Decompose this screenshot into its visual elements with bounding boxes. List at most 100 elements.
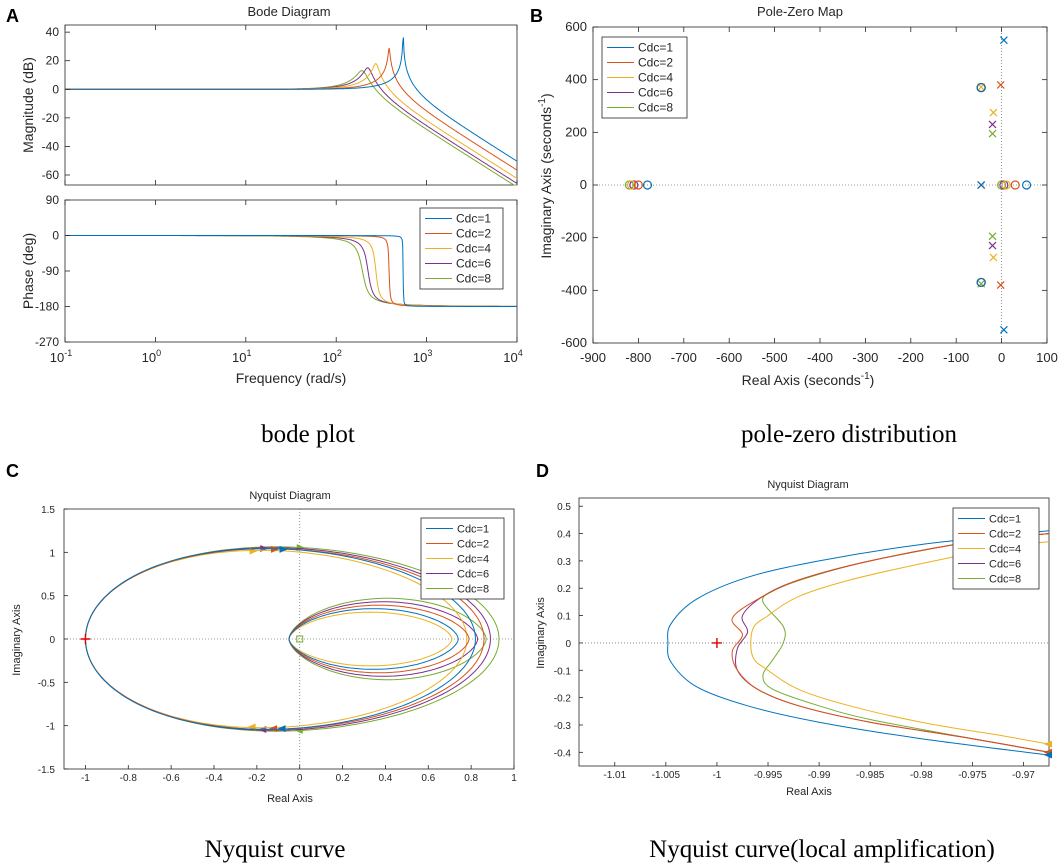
nyquist-x-tick-label: -0.6 [163, 773, 181, 784]
nyquist-y-tick-label: -0.5 [38, 678, 56, 689]
pzmap-legend-label: Cdc=8 [638, 101, 673, 115]
nyquist-zoom-x-tick-label: -0.995 [754, 770, 783, 781]
nyquist-arrow-lower [269, 725, 277, 733]
bode-x-tick-label: 100 [142, 348, 161, 365]
nyquist-y-tick-label: 1 [49, 548, 55, 559]
nyquist-zoom-line [731, 533, 1050, 753]
caption-nyquist-zoom: Nyquist curve(local amplification) [649, 836, 995, 863]
pzmap-x-tick-label: -500 [762, 350, 788, 365]
pzmap-x-tick-label: 100 [1036, 350, 1058, 365]
nyquist-x-tick-label: -0.8 [120, 773, 138, 784]
pzmap-legend-label: Cdc=6 [638, 86, 673, 100]
nyquist-xlabel: Real Axis [267, 793, 313, 805]
nyquist-zoom-xlabel: Real Axis [786, 786, 832, 798]
pzmap-x-tick-label: -700 [671, 350, 697, 365]
nyquist-y-tick-label: 0 [49, 635, 55, 646]
nyquist-x-tick-label: 0.8 [464, 773, 478, 784]
pzmap-pole-marker [988, 120, 997, 129]
nyquist-legend-label: Cdc=8 [457, 583, 489, 595]
pzmap-x-tick-label: -400 [807, 350, 833, 365]
bode-x-tick-label: 103 [413, 348, 432, 365]
bode-mag-y-tick-label: -40 [42, 139, 60, 153]
caption-nyquist: Nyquist curve [205, 836, 346, 863]
pzmap-x-tick-label: -100 [943, 350, 969, 365]
panel-b-pole-zero: B Pole-Zero Map -900 -800 -700 -600 -500 -400… [530, 4, 1058, 448]
nyquist-legend-label: Cdc=1 [457, 523, 489, 535]
bode-phase-y-tick-label: 90 [46, 193, 60, 207]
pzmap-y-tick-label: -200 [561, 230, 587, 245]
pzmap-legend-label: Cdc=4 [638, 71, 673, 85]
pzmap-y-tick-label: -400 [561, 282, 587, 297]
nyquist-zoom-x-tick-label: -1.01 [603, 770, 626, 781]
pzmap-x-tick-label: -200 [898, 350, 924, 365]
bode-xlabel: Frequency (rad/s) [236, 370, 346, 386]
pzmap-pole-marker [977, 181, 986, 189]
nyquist-critical-point-marker [80, 634, 91, 644]
pzmap-pole-marker [999, 36, 1008, 45]
nyquist-zoom-y-tick-label: 0.2 [557, 584, 571, 595]
nyquist-arrow-lower [277, 725, 286, 733]
pzmap-pole-marker [988, 232, 997, 241]
panel-a-bode: A Bode Diagram 10-1 100 101 102 103 104 40 20 0 -… [6, 4, 523, 448]
bode-x-tick-label: 102 [322, 348, 341, 365]
nyquist-zoom-y-tick-label: -0.2 [554, 694, 572, 705]
nyquist-zoom-legend-label: Cdc=2 [989, 528, 1021, 540]
nyquist-legend: Cdc=1 Cdc=2 Cdc=4 Cdc=6 Cdc=8 [420, 517, 505, 600]
nyquist-x-tick-label: 0.2 [336, 773, 350, 784]
nyquist-zoom-y-tick-label: 0.4 [557, 530, 571, 541]
pzmap-pole-marker [999, 325, 1008, 334]
bode-phase-line [65, 235, 517, 307]
bode-legend-label: Cdc=8 [456, 272, 491, 286]
nyquist-arrow-upper [271, 545, 279, 553]
pzmap-legend-label: Cdc=1 [638, 41, 673, 55]
nyquist-zoom-y-tick-label: -0.3 [554, 721, 572, 732]
nyquist-zoom-critical-point-marker [711, 637, 722, 648]
pzmap-zero-marker [976, 277, 986, 288]
nyquist-zoom-legend-label: Cdc=8 [989, 573, 1021, 585]
pzmap-zero-marker [642, 180, 653, 190]
nyquist-zoom-line [750, 541, 1050, 745]
nyquist-zoom-x-tick-label: -0.975 [958, 770, 987, 781]
bode-x-tick-label: 104 [503, 348, 522, 365]
pzmap-x-tick-label: 0 [998, 350, 1005, 365]
nyquist-title: Nyquist Diagram [249, 490, 330, 502]
nyquist-y-tick-label: -1 [46, 722, 55, 733]
nyquist-zoom-y-tick-label: 0.5 [557, 502, 571, 513]
nyquist-zoom-legend-box [952, 507, 1040, 590]
nyquist-x-tick-label: -1 [81, 773, 90, 784]
pzmap-y-tick-label: -600 [561, 335, 587, 350]
bode-phase-y-tick-label: -90 [42, 264, 60, 278]
nyquist-zoom-x-tick-label: -0.97 [1012, 770, 1035, 781]
nyquist-y-tick-label: 1.5 [41, 505, 55, 516]
nyquist-zoom-x-tick-label: -0.99 [808, 770, 831, 781]
nyquist-zoom-ylabel: Imaginary Axis [535, 597, 547, 669]
bode-phase-y-tick-label: -180 [35, 300, 59, 314]
bode-legend-label: Cdc=4 [456, 242, 491, 256]
bode-mag-y-tick-label: 40 [46, 25, 60, 39]
bode-phase-y-tick-label: 0 [52, 229, 59, 243]
panel-c-nyquist: C Nyquist Diagram -1 -0.8 -0.6 -0.4 -0.2 0 0.2… [6, 461, 517, 863]
nyquist-x-tick-label: 0.6 [421, 773, 435, 784]
bode-magnitude-ylabel: Magnitude (dB) [20, 57, 36, 153]
pzmap-x-tick-label: -300 [852, 350, 878, 365]
panel-letter-a: A [6, 6, 19, 26]
pzmap-y-tick-label: 400 [565, 72, 587, 87]
nyquist-legend-box [420, 517, 505, 600]
nyquist-arrow-upper [279, 545, 288, 553]
nyquist-zoom-y-tick-label: -0.4 [554, 748, 572, 759]
caption-pole-zero: pole-zero distribution [741, 421, 957, 448]
bode-title: Bode Diagram [247, 4, 330, 19]
nyquist-zoom-legend-label: Cdc=4 [989, 543, 1021, 555]
nyquist-x-tick-label: 0.4 [378, 773, 392, 784]
pzmap-y-tick-label: 0 [580, 177, 587, 192]
pzmap-y-tick-label: 200 [565, 124, 587, 139]
pzmap-title: Pole-Zero Map [757, 4, 843, 19]
bode-legend-label: Cdc=6 [456, 257, 491, 271]
pzmap-zero-marker [633, 180, 644, 190]
nyquist-legend-label: Cdc=6 [457, 568, 489, 580]
panel-letter-c: C [6, 461, 19, 481]
bode-mag-y-tick-label: -60 [42, 168, 60, 182]
nyquist-zoom-y-tick-label: -0.1 [554, 666, 572, 677]
nyquist-x-tick-label: 1 [511, 773, 517, 784]
